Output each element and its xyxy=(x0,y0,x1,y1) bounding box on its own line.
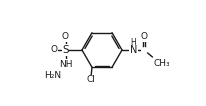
Text: O: O xyxy=(62,32,69,41)
Text: S: S xyxy=(62,45,69,55)
Text: O: O xyxy=(50,45,57,54)
Text: O: O xyxy=(140,32,147,41)
Text: H: H xyxy=(130,38,136,47)
Text: H₂N: H₂N xyxy=(44,70,62,80)
Text: Cl: Cl xyxy=(87,75,95,84)
Text: CH₃: CH₃ xyxy=(154,59,171,68)
Text: N: N xyxy=(130,45,137,55)
Text: NH: NH xyxy=(59,60,72,69)
